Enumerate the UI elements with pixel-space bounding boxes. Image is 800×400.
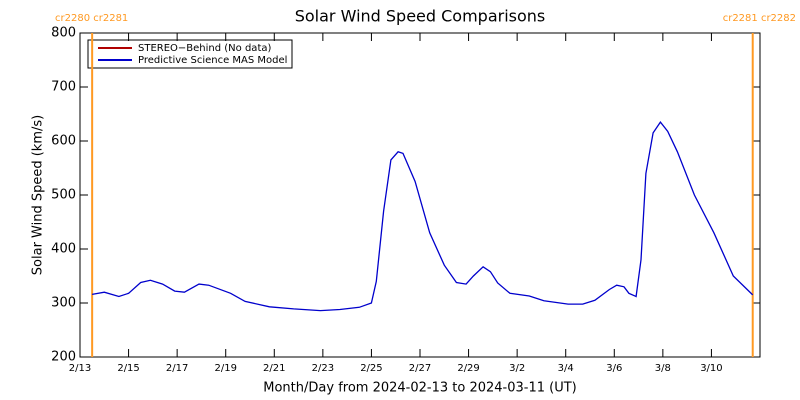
y-tick-label: 600: [51, 134, 76, 149]
rotation-label: cr2281 cr2282: [723, 13, 796, 24]
x-tick-label: 2/15: [117, 363, 139, 374]
y-tick-label: 400: [51, 242, 76, 257]
legend-label: Predictive Science MAS Model: [138, 55, 287, 66]
y-tick-label: 200: [51, 350, 76, 365]
x-tick-label: 3/6: [606, 363, 622, 374]
chart-title: Solar Wind Speed Comparisons: [295, 7, 546, 26]
y-tick-label: 300: [51, 296, 76, 311]
x-tick-label: 2/17: [166, 363, 188, 374]
y-tick-label: 800: [51, 26, 76, 41]
x-axis-label: Month/Day from 2024-02-13 to 2024-03-11 …: [263, 381, 576, 396]
rotation-label: cr2280 cr2281: [55, 13, 128, 24]
x-tick-label: 2/25: [360, 363, 382, 374]
y-tick-label: 700: [51, 80, 76, 95]
x-tick-label: 3/10: [700, 363, 722, 374]
x-tick-label: 2/23: [312, 363, 334, 374]
series-line: [91, 121, 754, 312]
x-tick-label: 2/27: [409, 363, 431, 374]
x-tick-label: 2/13: [69, 363, 91, 374]
y-tick-label: 500: [51, 188, 76, 203]
x-tick-label: 2/21: [263, 363, 285, 374]
legend-label: STEREO−Behind (No data): [138, 43, 271, 54]
x-tick-label: 3/2: [509, 363, 525, 374]
x-tick-label: 3/4: [558, 363, 574, 374]
x-tick-label: 3/8: [655, 363, 671, 374]
x-tick-label: 2/19: [214, 363, 236, 374]
plot-frame: [79, 32, 761, 358]
legend-box: [87, 39, 293, 69]
y-axis-label: Solar Wind Speed (km/s): [31, 115, 46, 275]
x-tick-label: 2/29: [457, 363, 479, 374]
